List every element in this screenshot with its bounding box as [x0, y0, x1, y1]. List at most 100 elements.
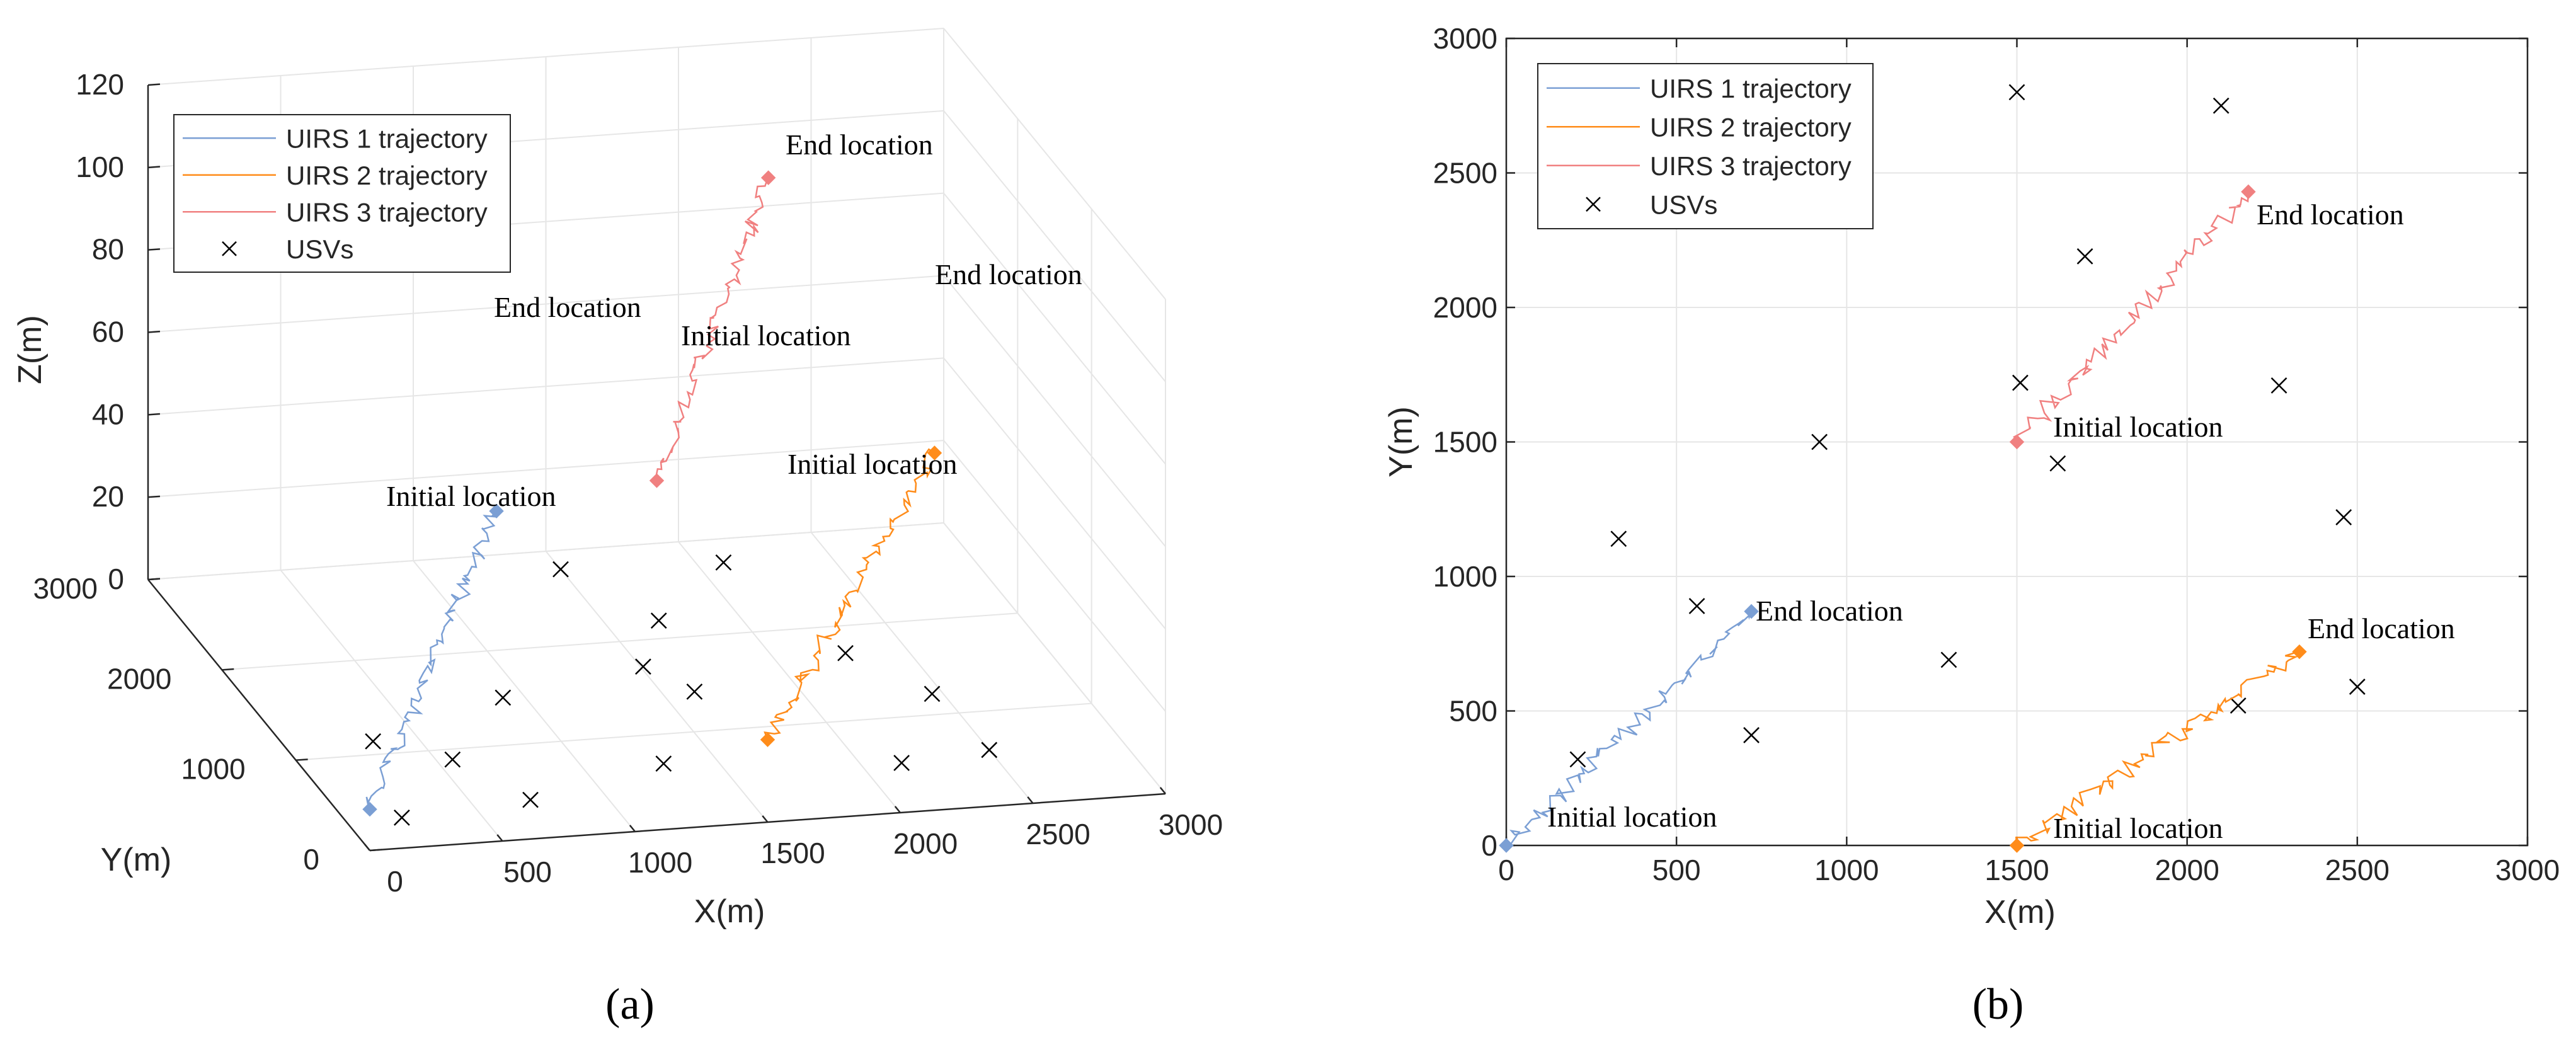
- x-axis-label: X(m): [694, 893, 765, 930]
- back-wall-gridline-z-3: [147, 275, 944, 333]
- annotation-3: Initial location: [2053, 812, 2223, 844]
- panel-label: (b): [1972, 980, 2024, 1029]
- legend-box: [1537, 63, 1874, 229]
- side-wall-gridline-z-1: [943, 440, 1166, 712]
- side-wall-gridline-z-2: [943, 357, 1166, 629]
- legend: UIRS 1 trajectory UIRS 2 trajectory UIRS 3…: [173, 114, 511, 273]
- usv-marker-3-b: [1688, 598, 1705, 614]
- z-tick-label-1: 20: [92, 480, 124, 513]
- panel-a-3d-chart: 0 500 1000 1500 2000 2500 3000 0 1000 2000 3000 0 20…: [12, 28, 1223, 1029]
- legend-label-3: UIRS 3 trajectory: [286, 197, 488, 227]
- floor-gridline-x-1: [280, 570, 503, 842]
- y-tick-label-1: 1000: [181, 753, 245, 786]
- usv-marker-7-b: [635, 658, 651, 675]
- z-tick-mark-6: [147, 83, 161, 86]
- legend-label-1: UIRS 1 trajectory: [1650, 74, 1852, 103]
- back-wall-gridline-z-0: [147, 522, 944, 580]
- annotation-6: End location: [2257, 198, 2404, 231]
- uirs-3-trajectory: [2013, 192, 2250, 442]
- z-tick-label-6: 120: [76, 68, 124, 101]
- z-tick-label-5: 100: [76, 151, 124, 183]
- uirs-2-initial-marker: [760, 732, 776, 747]
- usv-marker-6-b: [1940, 651, 1957, 668]
- y-tick-label-3: 1500: [1433, 426, 1497, 459]
- usv-marker-11-b: [2212, 97, 2230, 114]
- side-wall-gridline-z-0: [943, 522, 1166, 794]
- usv-marker-9-b: [2049, 455, 2066, 472]
- usv-marker-10-b: [650, 612, 667, 629]
- annotation-3: Initial location: [787, 448, 958, 480]
- uirs-1-trajectory: [1504, 611, 1753, 847]
- usv-marker-4-b: [522, 791, 539, 808]
- y-tick-label-3: 3000: [33, 572, 98, 605]
- back-wall-gridline-z-2: [147, 357, 944, 416]
- usv-marker-10-b: [2076, 248, 2093, 265]
- x-tick-label-6: 3000: [1159, 808, 1223, 841]
- x-tick-label-2: 1000: [628, 846, 692, 879]
- side-wall-gridline-z-5: [943, 110, 1166, 382]
- y-axis-label: Y(m): [1383, 406, 1419, 478]
- uirs-1-initial-marker: [1499, 838, 1514, 853]
- uirs-1-end-marker: [1744, 604, 1759, 619]
- usv-marker-7-b: [2012, 374, 2029, 391]
- usv-marker-13-b: [2270, 377, 2287, 394]
- x-tick-label-3: 1500: [760, 837, 825, 869]
- legend-label-1: UIRS 1 trajectory: [286, 123, 488, 153]
- x-tick-label-6: 3000: [2495, 854, 2560, 886]
- x-tick-label-4: 2000: [893, 827, 958, 860]
- legend-usv-marker-b: [222, 241, 237, 256]
- usv-marker-9-b: [686, 683, 703, 700]
- floor-gridline-x-2: [413, 560, 636, 832]
- x-tick-label-5: 2500: [2325, 854, 2390, 886]
- side-wall-gridline-z-4: [943, 193, 1166, 465]
- uirs-2-end-marker: [2292, 644, 2307, 660]
- panel-label: (a): [605, 980, 655, 1029]
- x-tick-label-4: 2000: [2155, 854, 2219, 886]
- uirs-3-trajectory: [654, 177, 769, 484]
- uirs-3-initial-marker: [649, 473, 665, 488]
- y-tick-label-4: 2000: [1433, 291, 1497, 324]
- annotation-4: End location: [935, 258, 1082, 290]
- usv-marker-8-b: [2008, 84, 2025, 101]
- usv-marker-11-b: [715, 554, 732, 571]
- uirs-1-end-marker: [489, 503, 504, 518]
- annotation-2: End location: [494, 291, 641, 323]
- back-wall-gridline-z-6: [147, 28, 944, 86]
- x-tick-label-0: 0: [1498, 854, 1514, 886]
- uirs-1-initial-marker: [362, 801, 377, 817]
- usv-marker-12-b: [2230, 697, 2247, 714]
- usv-marker-13-b: [837, 644, 854, 661]
- usv-marker-14-b: [924, 685, 941, 702]
- y-axis-label: Y(m): [101, 842, 172, 878]
- annotation-5: Initial location: [2053, 411, 2223, 443]
- x-tick-mark-5: [1027, 796, 1034, 804]
- floor-gridline-y-2: [222, 612, 1018, 671]
- z-tick-label-3: 60: [92, 316, 124, 348]
- annotation-1: Initial location: [386, 480, 556, 512]
- usv-marker-14-b: [2335, 509, 2352, 525]
- legend-label-2: UIRS 2 trajectory: [1650, 112, 1852, 142]
- z-tick-mark-3: [147, 330, 161, 333]
- y-tick-label-6: 3000: [1433, 22, 1497, 55]
- uirs-2-initial-marker: [2009, 838, 2025, 853]
- legend: UIRS 1 trajectory UIRS 2 trajectory UIRS 3…: [1537, 63, 1874, 229]
- uirs-3-end-marker: [760, 170, 776, 185]
- panel-b-2d-chart: 0 500 1000 1500 2000 2500 3000 0 500 1000 1500 2000…: [1383, 22, 2560, 1029]
- floor-gridline-x-5: [810, 532, 1034, 804]
- side-wall-gridline-z-3: [943, 275, 1166, 547]
- annotation-4: End location: [2308, 612, 2455, 644]
- uirs-2-trajectory: [764, 448, 936, 740]
- uirs-1-trajectory: [365, 510, 498, 810]
- floor-gridline-x-4: [678, 541, 901, 813]
- z-tick-mark-2: [147, 413, 161, 416]
- uirs-3-initial-marker: [2009, 434, 2025, 450]
- usv-marker-1-b: [393, 809, 410, 826]
- y-tick-label-2: 1000: [1433, 560, 1497, 593]
- uirs-2-trajectory: [2015, 651, 2300, 846]
- usv-marker-3-b: [444, 751, 461, 768]
- y-tick-label-2: 2000: [107, 662, 171, 695]
- side-wall-gridline-z-6: [943, 28, 1166, 300]
- usv-marker-2-b: [1610, 530, 1627, 547]
- y-tick-label-0: 0: [303, 843, 319, 876]
- z-axis-label: Z(m): [12, 315, 49, 384]
